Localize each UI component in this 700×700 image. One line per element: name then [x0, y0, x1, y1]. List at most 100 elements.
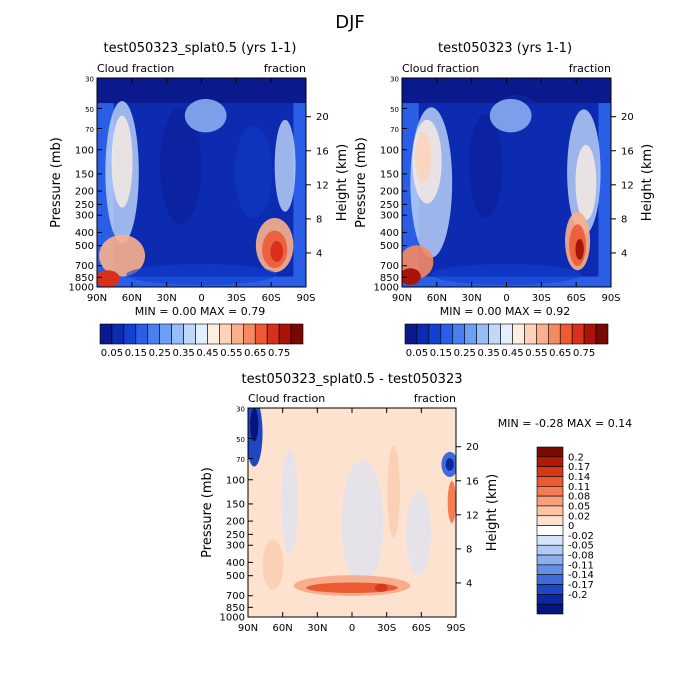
- colorbar-label: 0.35: [172, 348, 194, 359]
- colorbar-swatch: [536, 554, 564, 566]
- colorbar-swatch: [195, 323, 208, 345]
- y-tick-label: 500: [75, 241, 94, 252]
- x-tick-label: 90N: [238, 623, 258, 634]
- x-tick-label: 90N: [392, 293, 412, 304]
- y-tick-label: 300: [75, 211, 94, 222]
- colorbar-swatch: [536, 323, 549, 345]
- y2-axis-label: Height (km): [335, 144, 350, 221]
- colorbar-swatch: [536, 466, 564, 477]
- y-tick-label: 70: [390, 126, 399, 134]
- colorbar-label: -0.02: [568, 531, 594, 542]
- min-max-stats: MIN = 0.00 MAX = 0.92: [440, 305, 570, 318]
- contour-field: [402, 78, 611, 287]
- contour-region: [387, 445, 400, 538]
- page-title: DJF: [335, 12, 365, 33]
- contour-region: [99, 234, 146, 277]
- colorbar-label: -0.08: [568, 551, 594, 562]
- colorbar-swatch: [290, 323, 304, 345]
- contour-region: [575, 144, 597, 221]
- y2-tick-label: 20: [316, 112, 329, 123]
- y-tick-label: 700: [226, 591, 245, 602]
- subtitle-right: fraction: [569, 62, 611, 75]
- colorbar-label: 0.15: [430, 348, 452, 359]
- colorbar-swatch: [159, 323, 172, 345]
- contour-region: [274, 119, 296, 212]
- x-tick-label: 0: [198, 293, 204, 304]
- y-tick-label: 30: [236, 406, 245, 414]
- colorbar-swatch: [536, 505, 564, 517]
- y-tick-label: 150: [380, 169, 399, 180]
- colorbar-label: 0.65: [549, 348, 571, 359]
- colorbar-label: 0.75: [268, 348, 290, 359]
- y2-tick-label: 12: [466, 510, 479, 521]
- x-tick-label: 30S: [227, 293, 246, 304]
- colorbar-label: 0.25: [149, 348, 171, 359]
- y2-tick-label: 4: [316, 248, 322, 259]
- colorbar-swatch: [536, 485, 564, 497]
- contour-region: [414, 132, 432, 183]
- y-tick-label: 200: [75, 187, 94, 198]
- colorbar-swatch: [536, 594, 564, 605]
- contour-region: [374, 583, 388, 592]
- y-axis-label: Pressure (mb): [354, 137, 369, 228]
- y-axis-label: Pressure (mb): [49, 137, 64, 228]
- colorbar-label: 0.15: [125, 348, 147, 359]
- y-tick-label: 250: [75, 200, 94, 211]
- y-tick-label: 250: [226, 530, 245, 541]
- contour-field: [97, 78, 306, 287]
- colorbar-label: 0.11: [568, 482, 590, 493]
- subtitle-right: fraction: [414, 392, 456, 405]
- colorbar-swatch: [536, 535, 564, 546]
- x-tick-label: 90N: [87, 293, 107, 304]
- contour-region: [111, 115, 133, 208]
- colorbar-swatch: [416, 323, 430, 345]
- colorbar-label: 0.08: [568, 492, 590, 503]
- colorbar-label: -0.17: [568, 580, 594, 591]
- colorbar-swatch: [488, 323, 501, 345]
- contour-region: [184, 98, 227, 133]
- y-tick-label: 250: [380, 200, 399, 211]
- x-tick-label: 60S: [412, 623, 431, 634]
- x-tick-label: 60N: [273, 623, 293, 634]
- colorbar-label: 0.65: [244, 348, 266, 359]
- y-tick-label: 150: [226, 499, 245, 510]
- subtitle-left: Cloud fraction: [248, 392, 325, 405]
- subtitle-left: Cloud fraction: [402, 62, 479, 75]
- contour-region: [97, 270, 120, 287]
- colorbar-swatch: [147, 323, 161, 345]
- colorbar-swatch: [524, 323, 537, 345]
- contour-region: [341, 460, 384, 586]
- colorbar-swatch: [183, 323, 196, 345]
- colorbar-swatch: [536, 495, 564, 507]
- x-tick-label: 60N: [122, 293, 142, 304]
- x-tick-label: 0: [349, 623, 355, 634]
- y-tick-label: 100: [75, 145, 94, 156]
- y2-tick-label: 8: [621, 214, 627, 225]
- contour-region: [468, 113, 503, 219]
- colorbar-swatch: [559, 323, 573, 345]
- y2-tick-label: 4: [621, 248, 627, 259]
- colorbar-swatch: [536, 574, 564, 585]
- y-tick-label: 400: [226, 558, 245, 569]
- colorbar-label: 0.17: [568, 462, 590, 473]
- y-tick-label: 50: [85, 106, 94, 114]
- y-tick-label: 700: [380, 261, 399, 272]
- chart-panel-2: test050323_splat0.5 - test050323 Cloud fr…: [200, 372, 632, 634]
- contour-region: [445, 458, 454, 471]
- contour-region: [159, 107, 202, 225]
- contour-region: [281, 449, 298, 555]
- colorbar-swatch: [536, 525, 564, 536]
- colorbar-label: -0.11: [568, 560, 594, 571]
- colorbar-swatch: [536, 544, 564, 556]
- y-tick-label: 400: [75, 228, 94, 239]
- contour-region: [489, 98, 532, 133]
- contour-region: [475, 94, 559, 237]
- colorbar-label: 0.2: [568, 452, 584, 463]
- y2-tick-label: 8: [316, 214, 322, 225]
- y2-tick-label: 8: [466, 544, 472, 555]
- colorbar-label: -0.2: [568, 590, 588, 601]
- colorbar-swatch: [428, 323, 442, 345]
- contour-region: [250, 408, 259, 442]
- colorbar-swatch: [536, 476, 564, 487]
